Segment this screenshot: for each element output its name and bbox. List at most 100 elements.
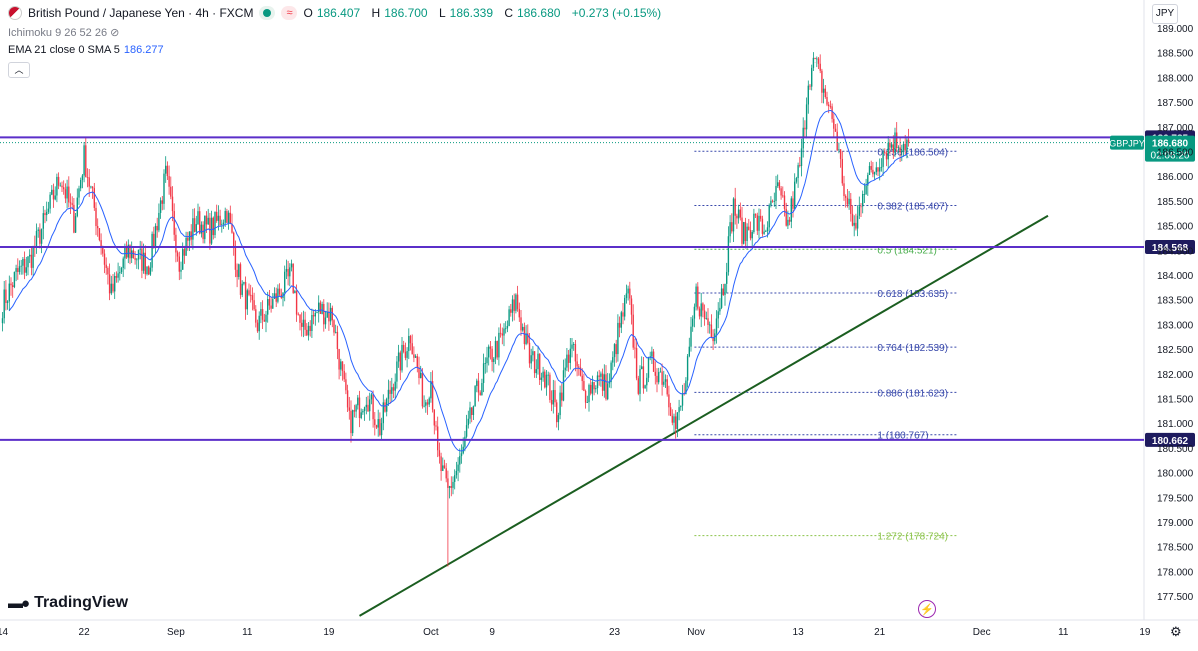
candle-body	[705, 318, 707, 320]
ema-legend[interactable]: EMA 21 close 0 SMA 5 186.277	[8, 44, 164, 56]
candle-body	[362, 410, 364, 413]
candle-body	[387, 389, 390, 399]
candle-body	[702, 303, 704, 311]
candle-body	[207, 217, 209, 225]
chart-grid	[0, 0, 1198, 621]
candle-body	[603, 374, 605, 391]
candle-body	[601, 373, 604, 391]
candle-body	[496, 340, 498, 358]
price-tick-label: 177.500	[1157, 592, 1194, 603]
lightning-icon[interactable]: ⚡	[918, 600, 936, 618]
candle-body	[501, 333, 503, 336]
candle-body	[773, 200, 775, 202]
candle-body	[153, 233, 155, 247]
ichimoku-legend[interactable]: Ichimoku 9 26 52 26 ⊘	[8, 26, 119, 39]
candle-body	[8, 283, 10, 302]
candle-body	[64, 189, 67, 199]
candle-body	[367, 404, 369, 412]
level-price-label: 184.568	[1152, 243, 1189, 254]
candle-body	[374, 419, 376, 426]
time-tick-label: Dec	[973, 627, 991, 638]
candle-body	[637, 378, 639, 394]
market-open-icon[interactable]	[259, 6, 276, 20]
candle-body	[32, 246, 34, 268]
symbol-tag-label: GBPJPY	[1109, 139, 1145, 149]
candle-body	[615, 344, 617, 355]
fib-level-label: 0.5 (184.521)	[877, 245, 937, 256]
candle-body	[273, 293, 276, 299]
candle-body	[523, 326, 526, 345]
candle-body	[125, 247, 128, 258]
candle-body	[268, 299, 271, 306]
collapse-legend-button[interactable]: ︿	[8, 62, 30, 78]
candle-body	[151, 233, 153, 268]
candle-body	[102, 246, 104, 254]
candle-body	[576, 361, 578, 367]
candle-body	[6, 301, 9, 303]
candle-body	[787, 219, 789, 226]
candle-body	[401, 344, 403, 371]
candle-body	[170, 186, 172, 197]
candle-body	[741, 217, 743, 244]
candle-body	[760, 215, 762, 219]
candle-body	[295, 290, 298, 315]
level-price-tag	[1145, 432, 1195, 447]
candle-body	[389, 389, 391, 394]
gear-icon[interactable]: ⚙	[1170, 624, 1182, 639]
candle-body	[457, 464, 459, 471]
candle-body	[108, 274, 111, 294]
candle-body	[790, 198, 792, 222]
candle-body	[304, 319, 306, 330]
candle-body	[884, 152, 886, 154]
chart-style-icon[interactable]: ≈	[281, 6, 298, 20]
tradingview-logo[interactable]: ▬● TradingView	[8, 594, 128, 612]
candle-body	[80, 179, 82, 189]
candle-body	[493, 358, 495, 362]
candle-body	[879, 167, 881, 172]
candle-body	[579, 367, 582, 376]
candle-body	[114, 276, 116, 292]
candle-body	[826, 97, 828, 105]
candle-body	[695, 286, 697, 307]
candle-body	[233, 232, 235, 248]
candle-body	[18, 266, 21, 272]
candle-body	[324, 317, 327, 325]
candle-body	[39, 229, 41, 244]
candle-body	[578, 366, 580, 368]
candle-body	[163, 173, 165, 204]
candle-body	[353, 410, 356, 412]
candle-body	[819, 63, 821, 71]
candle-body	[85, 145, 87, 178]
candle-body	[238, 264, 240, 277]
symbol-title[interactable]: British Pound / Japanese Yen · 4h · FXCM	[28, 6, 254, 20]
candle-body	[445, 468, 447, 479]
candle-body	[438, 450, 441, 457]
eye-hidden-icon[interactable]: ⊘	[110, 27, 120, 39]
candle-body	[450, 486, 452, 488]
candle-body	[131, 250, 133, 259]
candle-body	[855, 222, 857, 229]
candle-body	[749, 230, 752, 239]
candle-body	[221, 224, 223, 226]
candle-body	[29, 254, 31, 257]
candle-body	[617, 322, 619, 355]
candle-body	[86, 177, 89, 178]
candle-body	[901, 150, 903, 153]
currency-button[interactable]: JPY	[1152, 4, 1178, 24]
candle-body	[110, 283, 112, 294]
candle-body	[833, 118, 835, 129]
candle-body	[686, 356, 689, 381]
price-tick-label: 178.500	[1157, 543, 1194, 554]
candle-body	[431, 381, 434, 410]
candle-body	[556, 402, 558, 423]
candle-body	[250, 294, 252, 296]
candle-body	[115, 276, 118, 278]
candle-body	[285, 268, 288, 272]
candle-body	[744, 222, 747, 242]
candle-body	[239, 264, 242, 295]
candle-body	[544, 371, 546, 388]
chevron-up-icon: ︿	[14, 65, 24, 75]
candle-body	[875, 167, 877, 173]
candle-body	[834, 128, 837, 132]
